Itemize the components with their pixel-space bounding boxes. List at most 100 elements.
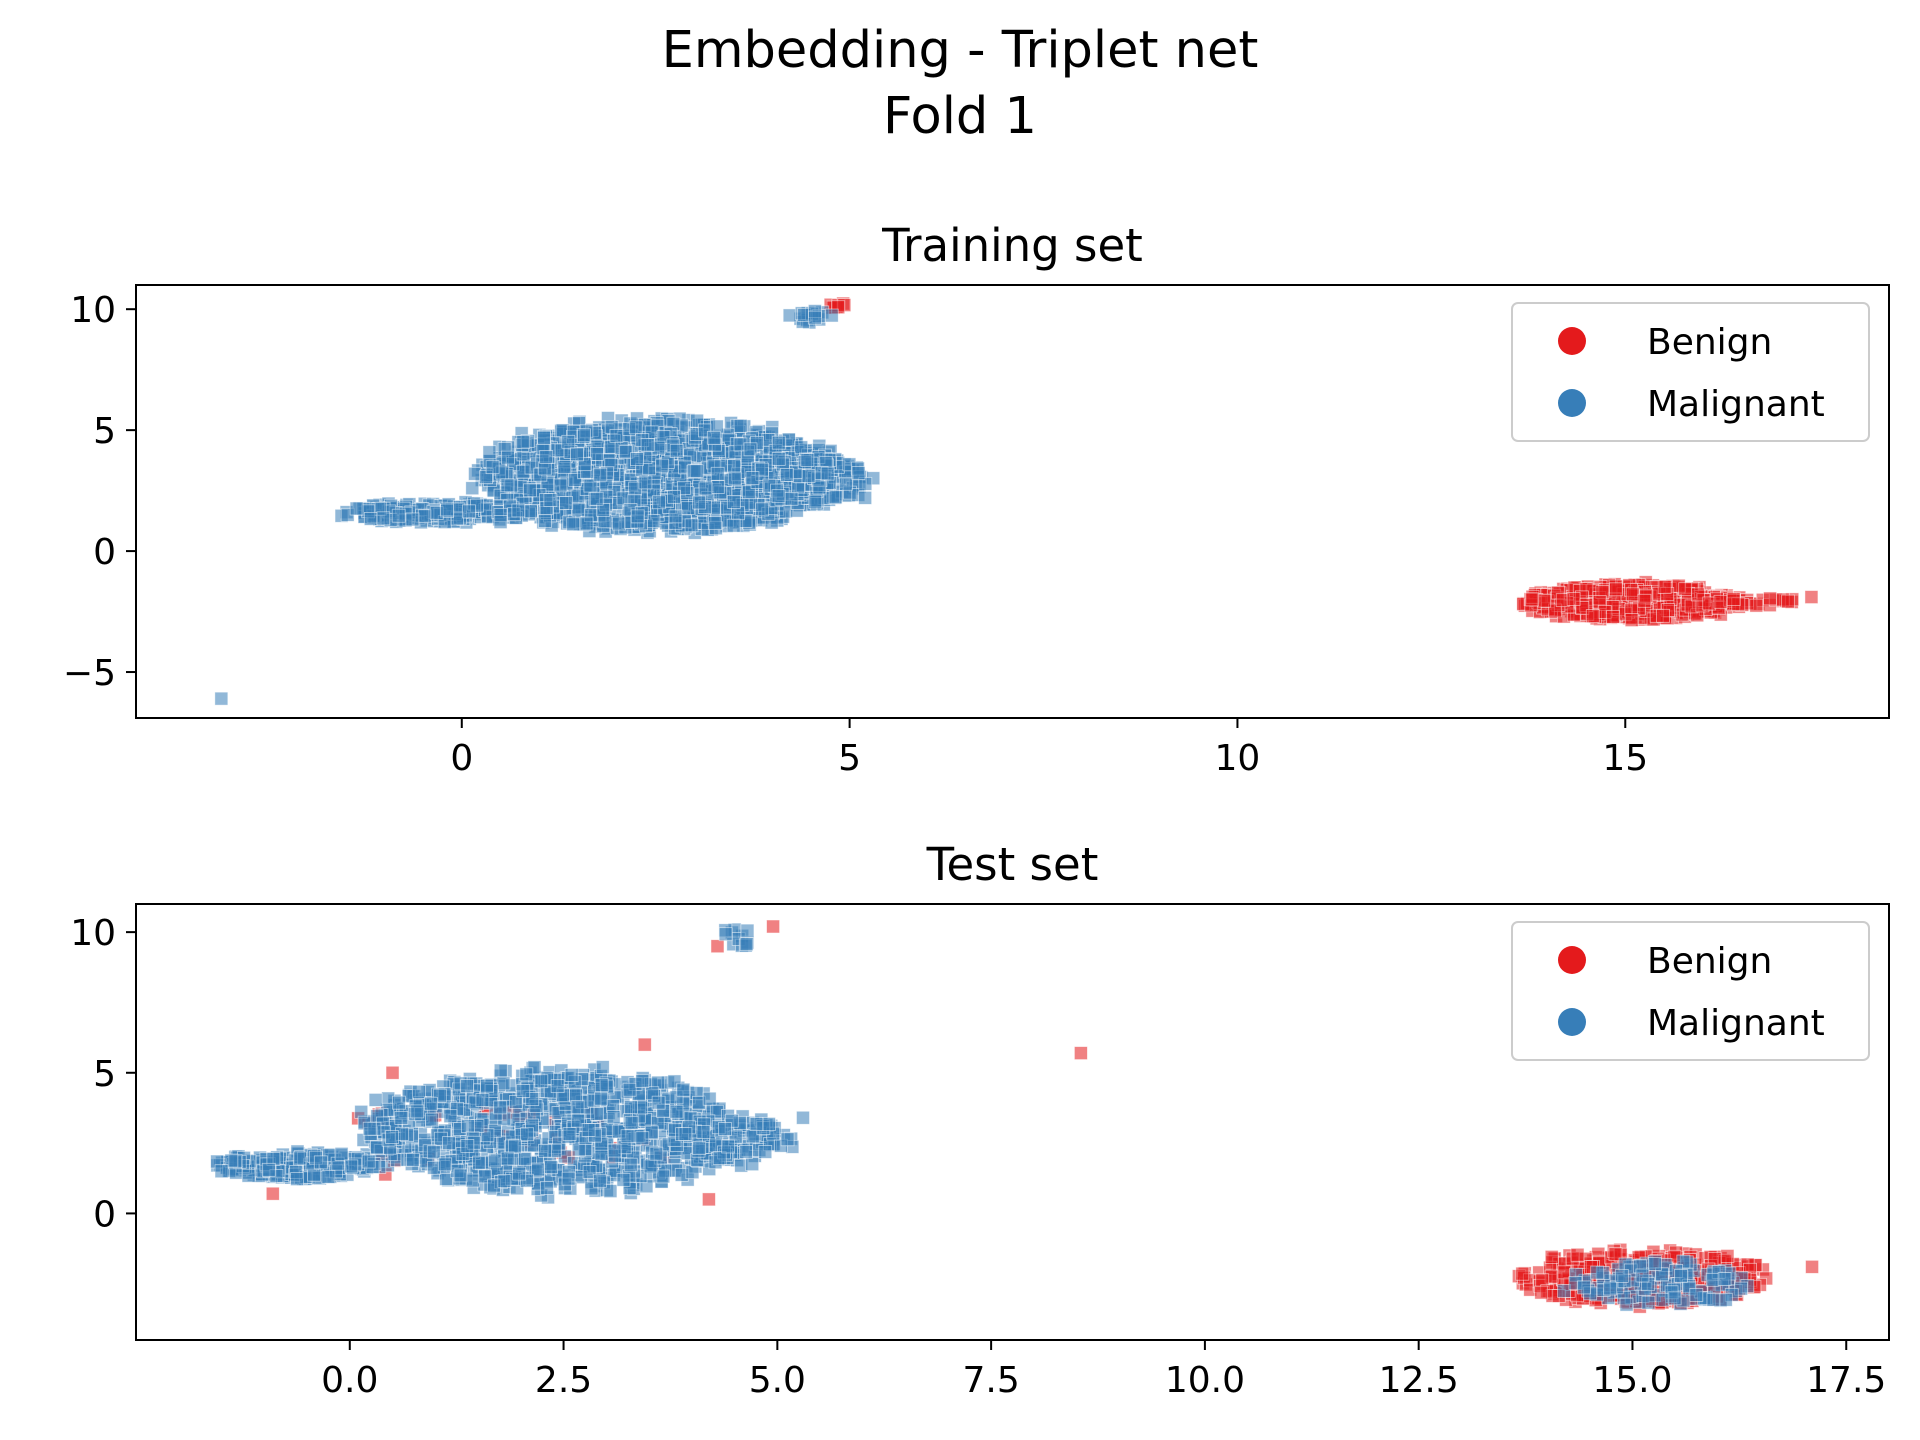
test-set-axes-frame — [135, 903, 1890, 1341]
figure-title-line-2: Fold 1 — [883, 87, 1037, 146]
scatter-point — [538, 514, 552, 528]
scatter-point — [321, 1169, 336, 1184]
scatter-point — [1655, 1292, 1670, 1307]
scatter-point — [482, 445, 497, 460]
scatter-point — [1603, 1281, 1618, 1296]
scatter-point — [745, 1157, 760, 1172]
scatter-point — [820, 466, 835, 481]
scatter-point — [537, 430, 551, 445]
scatter-point — [590, 1106, 604, 1121]
scatter-point — [708, 516, 723, 531]
scatter-point — [607, 1143, 622, 1158]
legend-frame — [1511, 302, 1870, 442]
scatter-point — [559, 496, 574, 510]
scatter-point — [762, 1117, 776, 1131]
training-set-title: Training set — [881, 219, 1143, 272]
scatter-point — [1667, 1291, 1682, 1306]
scatter-point — [702, 1091, 717, 1106]
x-tick-label: 5 — [838, 738, 861, 779]
scatter-point — [516, 435, 531, 449]
scatter-point — [1717, 1272, 1732, 1286]
scatter-point — [606, 1110, 621, 1124]
scatter-point — [651, 1095, 666, 1110]
scatter-point — [692, 495, 707, 510]
legend-marker-malignant — [1558, 389, 1586, 417]
scatter-point — [616, 1172, 631, 1187]
scatter-point — [603, 1184, 618, 1198]
scatter-point — [362, 1121, 377, 1136]
x-tick-label: 15 — [1602, 738, 1648, 779]
scatter-point — [766, 919, 780, 934]
scatter-point — [520, 1127, 535, 1142]
scatter-point — [385, 1130, 399, 1144]
scatter-point — [425, 1112, 439, 1127]
scatter-point — [557, 460, 572, 475]
scatter-point — [727, 471, 742, 486]
scatter-point — [1606, 609, 1620, 624]
scatter-point — [710, 466, 725, 481]
scatter-point — [540, 1181, 554, 1195]
scatter-point — [739, 937, 754, 952]
scatter-point — [564, 1068, 579, 1082]
scatter-point — [423, 1096, 438, 1111]
scatter-point — [363, 511, 378, 526]
scatter-point — [392, 1095, 406, 1110]
scatter-point — [344, 1159, 359, 1174]
scatter-point — [497, 1174, 512, 1188]
x-tick-label: 10 — [1215, 738, 1261, 779]
scatter-point — [465, 1173, 480, 1188]
y-tick-label: 5 — [93, 1054, 116, 1095]
x-tick-label: 5.0 — [749, 1360, 806, 1401]
scatter-point — [511, 503, 526, 518]
scatter-point — [726, 518, 741, 533]
scatter-point — [453, 1168, 468, 1183]
scatter-point — [1609, 582, 1623, 597]
scatter-point — [571, 502, 586, 517]
scatter-point — [480, 1078, 494, 1093]
scatter-point — [1619, 1297, 1634, 1312]
scatter-point — [1678, 582, 1693, 597]
scatter-point — [678, 1127, 693, 1142]
scatter-point — [758, 1145, 773, 1159]
scatter-point — [1537, 593, 1552, 608]
scatter-point — [534, 1074, 549, 1089]
scatter-point — [485, 460, 500, 475]
scatter-point — [293, 1151, 307, 1166]
scatter-point — [755, 502, 770, 517]
scatter-point — [1720, 1249, 1735, 1263]
scatter-point — [1706, 1292, 1721, 1307]
scatter-point — [812, 480, 827, 495]
scatter-point — [1585, 609, 1600, 623]
scatter-point — [1656, 608, 1670, 623]
scatter-point — [550, 1079, 565, 1094]
scatter-point — [405, 512, 420, 527]
scatter-point — [796, 1110, 810, 1125]
scatter-point — [561, 1171, 576, 1186]
scatter-point — [771, 489, 786, 504]
scatter-point — [635, 1131, 650, 1146]
scatter-point — [391, 508, 406, 523]
scatter-point — [692, 1141, 707, 1155]
scatter-point — [1657, 579, 1672, 594]
scatter-point — [784, 491, 799, 506]
scatter-point — [630, 452, 644, 467]
scatter-point — [635, 1074, 650, 1089]
scatter-point — [1647, 1257, 1662, 1271]
scatter-point — [609, 428, 624, 443]
scatter-point — [334, 1146, 349, 1161]
x-tick-label: 2.5 — [535, 1360, 592, 1401]
scatter-point — [493, 1100, 508, 1115]
scatter-point — [589, 447, 604, 461]
scatter-point — [1614, 1268, 1629, 1283]
scatter-point — [426, 1145, 441, 1160]
series-malignant — [214, 304, 881, 706]
scatter-point — [718, 927, 733, 942]
scatter-point — [538, 1143, 552, 1158]
scatter-point — [794, 440, 809, 455]
scatter-point — [1781, 594, 1795, 609]
scatter-point — [569, 1088, 583, 1103]
scatter-point — [780, 1132, 795, 1147]
scatter-point — [838, 476, 853, 491]
series-malignant — [210, 922, 1755, 1312]
scatter-point — [581, 1123, 596, 1137]
